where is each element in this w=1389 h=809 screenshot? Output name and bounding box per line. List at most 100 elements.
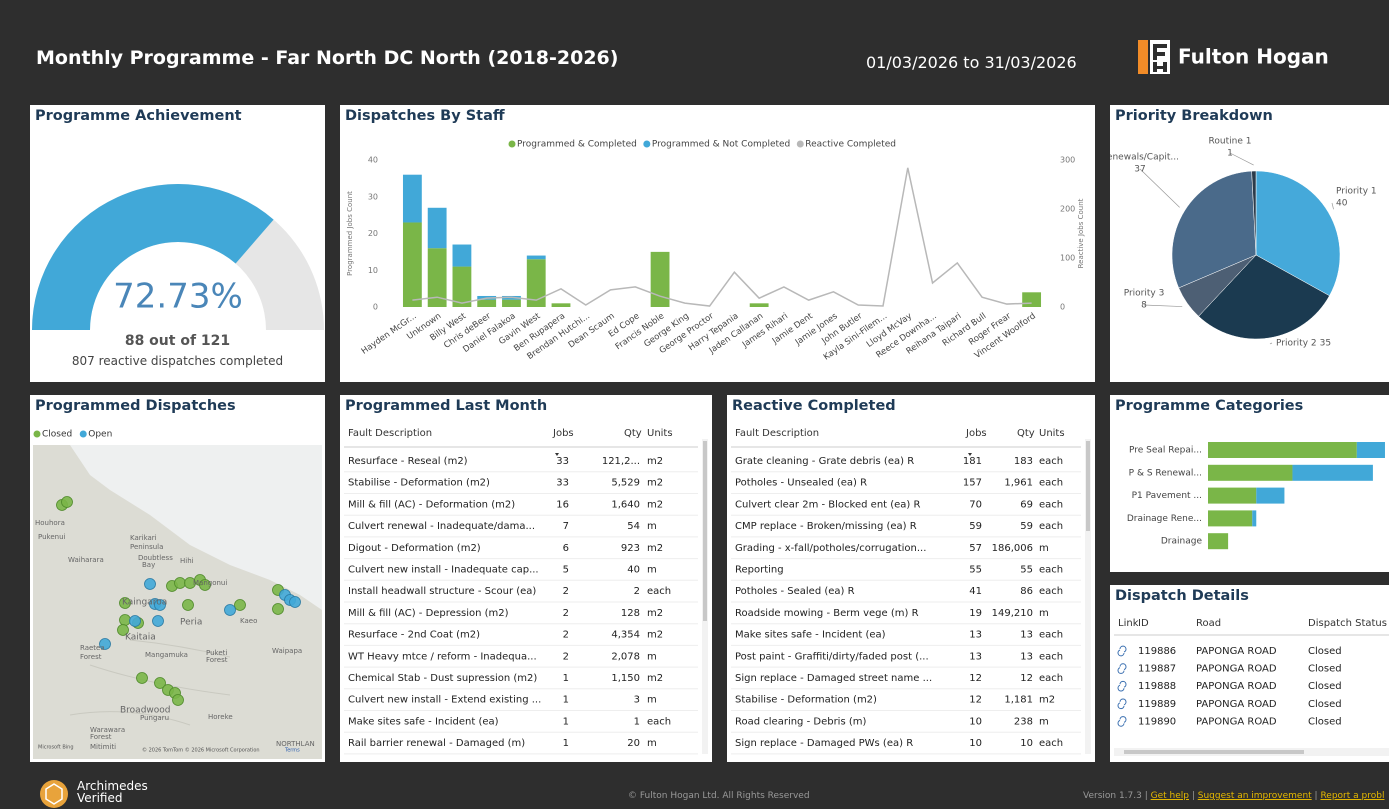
cell: 3 xyxy=(634,695,640,706)
column-header: ID xyxy=(1138,618,1149,629)
bar xyxy=(1256,487,1285,504)
legend-swatch xyxy=(796,140,804,148)
bar xyxy=(502,299,521,307)
cell: 238 xyxy=(1014,716,1033,727)
place-label: Forest xyxy=(90,733,112,741)
priority-panel: Priority Breakdown Priority 1 40 Priority … xyxy=(1110,105,1389,382)
map-dot xyxy=(154,677,166,689)
pie-slice xyxy=(1255,170,1341,297)
cell: 86 xyxy=(1020,586,1033,597)
column-header: Units xyxy=(1039,428,1065,439)
cell: 119889 xyxy=(1138,699,1176,710)
cell: 69 xyxy=(1020,499,1033,510)
map-dot xyxy=(136,672,148,684)
link-icon[interactable] xyxy=(1117,645,1127,657)
cell: PAPONGA ROAD xyxy=(1196,716,1277,727)
scrollbar-thumb[interactable] xyxy=(1086,441,1090,531)
cell: 13 xyxy=(1020,651,1033,662)
cell: m2 xyxy=(647,673,663,684)
cell: 59 xyxy=(1020,521,1033,532)
cell: Closed xyxy=(1308,681,1342,692)
cell: Culvert new install - Extend existing ..… xyxy=(348,695,541,706)
brand: Archimedes Verified xyxy=(77,780,148,804)
cell: 5 xyxy=(563,565,569,576)
link[interactable]: Suggest an improvement xyxy=(1197,791,1312,801)
brand-line: Archimedes xyxy=(77,779,148,793)
legend-swatch xyxy=(33,430,41,438)
legend-label: Reactive Completed xyxy=(805,140,896,150)
cell: 2 xyxy=(563,586,569,597)
cell: m2 xyxy=(647,608,663,619)
cell: Post paint - Graffiti/dirty/faded post (… xyxy=(735,651,929,662)
summary: 88 out of 121 xyxy=(124,333,231,349)
cell: PAPONGA ROAD xyxy=(1196,646,1277,657)
categories-chart: Pre Seal Repai... P & S Renewal... P1 Pave… xyxy=(1127,442,1385,550)
link-icon[interactable] xyxy=(1117,698,1127,710)
link[interactable]: Get help xyxy=(1150,791,1189,801)
legend-label: Open xyxy=(88,430,112,440)
map-dot xyxy=(154,599,166,611)
cell: m xyxy=(647,565,657,576)
cell: WT Heavy mtce / reform - Inadequa... xyxy=(348,651,537,662)
cell: 119890 xyxy=(1138,716,1176,727)
cell: Digout - Deformation (m2) xyxy=(348,543,481,554)
cell: 10 xyxy=(969,716,982,727)
cell: Culvert new install - Inadequate cap... xyxy=(348,565,539,576)
map-dot xyxy=(289,596,301,608)
cell: 2,078 xyxy=(611,651,640,662)
legend-label: Programmed & Not Completed xyxy=(652,140,790,150)
leader-line xyxy=(1139,168,1180,208)
map-terms[interactable]: Terms xyxy=(284,748,300,754)
link[interactable]: Report a probl xyxy=(1320,791,1385,801)
scrollbar-thumb[interactable] xyxy=(1124,750,1304,754)
link-icon[interactable] xyxy=(1117,716,1127,727)
y2-tick-label: 300 xyxy=(1060,156,1075,165)
cell: 2 xyxy=(563,630,569,641)
map-land xyxy=(33,445,322,759)
cell: Reporting xyxy=(735,565,784,576)
bar xyxy=(1022,292,1042,307)
scrollbar-thumb[interactable] xyxy=(703,441,707,621)
cell: 33 xyxy=(556,456,569,467)
cell: each xyxy=(1039,738,1063,749)
categories-panel: Programme Categories Pre Seal Repai... P … xyxy=(1110,395,1389,572)
place-label: Mitimiti xyxy=(90,743,116,751)
cell: m2 xyxy=(647,630,663,641)
cell: 1 xyxy=(563,738,569,749)
cell: Stabilise - Deformation (m2) xyxy=(348,478,490,489)
cell: 1,181 xyxy=(1004,695,1033,706)
cell: 13 xyxy=(969,630,982,641)
legend-swatch xyxy=(643,140,651,148)
logo-bar xyxy=(1138,40,1148,74)
pie-slice xyxy=(1198,254,1330,340)
place-label: Waiharara xyxy=(68,556,104,564)
page-title: Monthly Programme - Far North DC North (… xyxy=(36,47,619,69)
bar xyxy=(427,207,447,249)
slice-label: Routine 1 xyxy=(1209,137,1252,147)
panel-title: Programmed Last Month xyxy=(345,398,548,414)
link-icon[interactable] xyxy=(1117,680,1127,692)
place-label: Bay xyxy=(142,561,155,569)
cell: m2 xyxy=(647,543,663,554)
cell: Culvert clear 2m - Blocked ent (ea) R xyxy=(735,499,921,510)
bar xyxy=(1208,510,1253,527)
cell: 41 xyxy=(969,586,982,597)
bar xyxy=(1208,464,1293,481)
bar xyxy=(1292,464,1373,481)
place-label: NORTHLAN xyxy=(276,740,315,748)
cell: 119886 xyxy=(1138,646,1176,657)
logo: Fulton Hogan xyxy=(1138,40,1329,74)
map-dot xyxy=(129,615,141,627)
panel-title: Priority Breakdown xyxy=(1115,108,1273,124)
bar xyxy=(1208,533,1229,550)
cell: Stabilise - Deformation (m2) xyxy=(735,695,877,706)
logo-mark xyxy=(1153,44,1167,72)
place-label: Broadwood xyxy=(120,706,171,716)
cell: 10 xyxy=(1020,738,1033,749)
cell: Mill & fill (AC) - Depression (m2) xyxy=(348,608,509,619)
cell: 5,529 xyxy=(611,478,640,489)
link-icon[interactable] xyxy=(1117,663,1127,674)
cell: Potholes - Sealed (ea) R xyxy=(735,586,855,597)
slice-value: 8 xyxy=(1141,301,1147,311)
map-dots xyxy=(56,496,301,706)
